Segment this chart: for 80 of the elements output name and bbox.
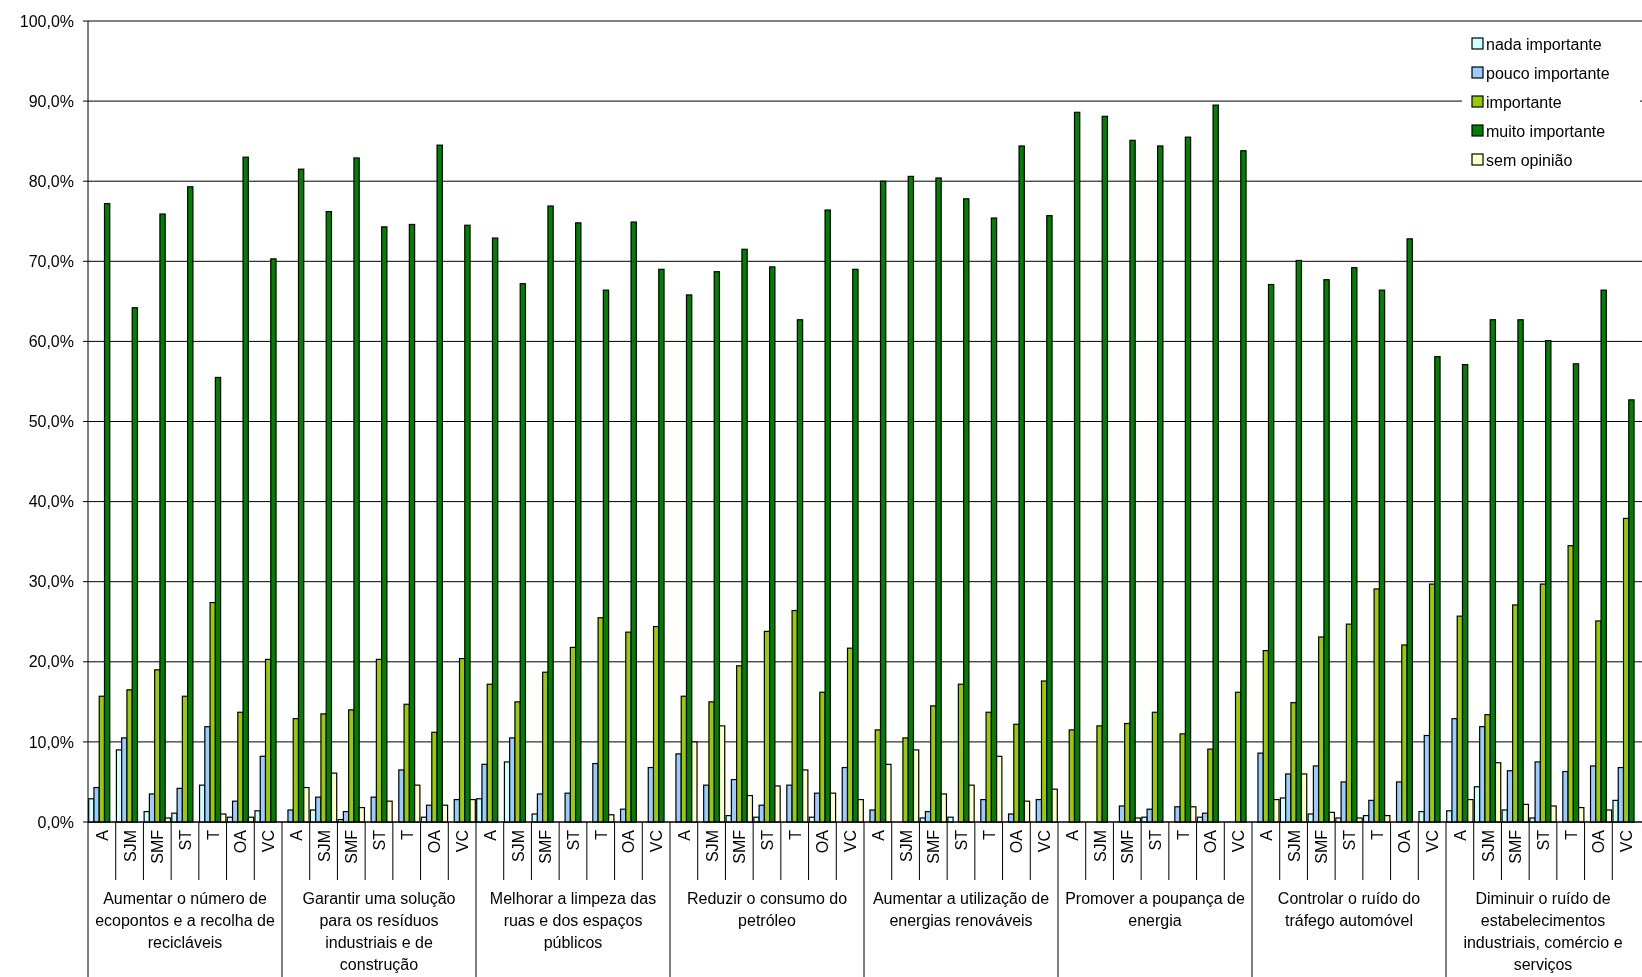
x-tick-label: T <box>592 829 610 840</box>
x-tick-label: SMF <box>537 829 555 864</box>
x-tick-label: VC <box>1424 830 1442 853</box>
x-tick-label: SMF <box>1313 829 1331 864</box>
x-tick-label: T <box>1174 829 1192 840</box>
x-tick-label: SMF <box>1119 829 1137 864</box>
x-tick-label: VC <box>648 830 666 853</box>
x-tick-label: A <box>481 829 499 841</box>
y-tick-label: 30,0% <box>28 573 74 591</box>
legend-label: muito importante <box>1486 122 1606 140</box>
x-tick-label: SJM <box>1091 830 1109 862</box>
x-tick-label: OA <box>1590 829 1608 854</box>
y-tick-label: 80,0% <box>28 172 74 190</box>
y-tick-label: 90,0% <box>28 92 74 110</box>
x-tick-label: SMF <box>149 829 167 864</box>
y-tick-label: 0,0% <box>37 813 74 831</box>
x-tick-label: SJM <box>1285 830 1303 862</box>
x-tick-label: VC <box>1230 830 1248 853</box>
x-tick-label: T <box>1368 829 1386 840</box>
x-tick-label: ST <box>1341 829 1358 851</box>
x-tick-label: T <box>1562 829 1580 840</box>
x-tick-label: T <box>786 829 804 840</box>
legend-label: importante <box>1486 93 1562 111</box>
x-tick-label: OA <box>620 829 638 854</box>
x-tick-label: ST <box>1535 829 1552 851</box>
x-tick-label: SJM <box>121 830 139 862</box>
text: Aumentar o número de ecopontos e a recolha de recicláveis <box>95 890 275 951</box>
x-tick-label: SJM <box>509 830 527 862</box>
y-tick-label: 20,0% <box>28 653 74 671</box>
x-tick-label: SMF <box>731 829 749 864</box>
text: Melhorar a limpeza das ruas e dos espaços públicos <box>489 890 657 951</box>
x-tick-label: ST <box>371 829 388 851</box>
text: Aumentar a utilização de energias renováveis <box>872 890 1050 929</box>
x-tick-label: OA <box>426 829 444 854</box>
x-tick-label: A <box>869 829 887 841</box>
text: Promover a poupança de energia <box>1065 890 1245 929</box>
text: Garantir uma solução para os resíduos industriais e de construção <box>302 890 456 973</box>
x-tick-label: ST <box>1147 829 1164 851</box>
x-tick-label: OA <box>1202 829 1220 854</box>
x-tick-label: VC <box>454 830 472 853</box>
legend-label: pouco importante <box>1486 64 1610 82</box>
y-tick-label: 100,0% <box>19 12 74 30</box>
x-tick-label: SJM <box>315 830 333 862</box>
x-tick-label: SMF <box>925 829 943 864</box>
text: Diminuir o ruído de estabelecimentos industriais, comércio e serviços <box>1463 890 1623 973</box>
x-tick-label: SMF <box>1507 829 1525 864</box>
x-tick-label: OA <box>814 829 832 854</box>
x-tick-label: ST <box>565 829 582 851</box>
x-tick-label: ST <box>953 829 970 851</box>
x-tick-label: SJM <box>1479 830 1497 862</box>
x-tick-label: A <box>1063 829 1081 841</box>
x-tick-label: T <box>398 829 416 840</box>
x-tick-label: VC <box>260 830 278 853</box>
y-tick-label: 10,0% <box>28 733 74 751</box>
legend-label: sem opinião <box>1486 151 1573 169</box>
y-tick-label: 60,0% <box>28 333 74 350</box>
x-tick-label: ST <box>177 829 194 851</box>
x-tick-label: OA <box>1008 829 1026 854</box>
y-tick-label: 50,0% <box>28 413 74 431</box>
x-tick-label: OA <box>1396 829 1414 854</box>
x-tick-label: VC <box>1036 830 1054 853</box>
legend-label: nada importante <box>1486 35 1602 53</box>
y-tick-label: 40,0% <box>28 493 74 511</box>
x-tick-label: A <box>1451 829 1469 841</box>
y-tick-label: 70,0% <box>28 252 74 270</box>
x-tick-label: A <box>1257 829 1275 841</box>
x-tick-label: VC <box>1618 830 1636 853</box>
x-tick-label: SJM <box>897 830 915 862</box>
x-tick-label: VC <box>842 830 860 853</box>
x-tick-label: T <box>980 829 998 840</box>
x-tick-label: T <box>204 829 222 840</box>
text: Reduzir o consumo do petróleo <box>686 890 848 929</box>
x-tick-label: SJM <box>703 830 721 862</box>
x-tick-label: SMF <box>343 829 361 864</box>
x-tick-label: ST <box>759 829 776 851</box>
x-tick-label: A <box>93 829 111 841</box>
text: Controlar o ruído do tráfego automóvel <box>1277 890 1421 929</box>
x-tick-label: A <box>675 829 693 841</box>
x-tick-label: OA <box>232 829 250 854</box>
x-tick-label: A <box>287 829 305 841</box>
